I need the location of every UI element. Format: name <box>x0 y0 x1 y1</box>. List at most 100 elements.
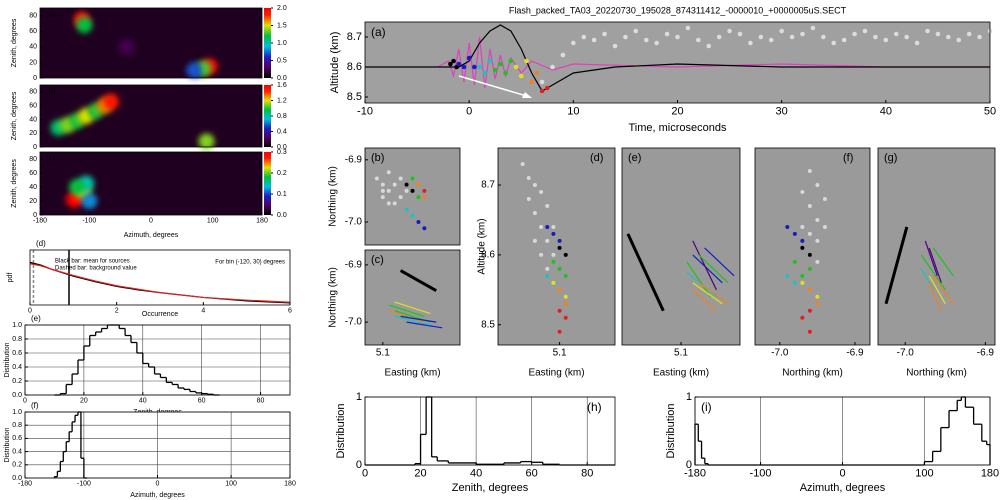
point <box>977 34 982 40</box>
point <box>539 79 545 85</box>
point <box>563 315 568 320</box>
segment <box>400 315 437 323</box>
plot-frame <box>497 147 616 346</box>
plot-frame <box>39 84 263 148</box>
plot-area <box>878 148 995 345</box>
point <box>451 58 456 64</box>
panel-label: (c) <box>371 254 384 266</box>
point <box>380 182 385 187</box>
point <box>545 203 550 208</box>
point <box>422 188 427 193</box>
point <box>448 61 453 67</box>
x-tick-label: 180 <box>981 468 999 480</box>
y-tick-label: 40 <box>29 44 37 51</box>
heat-spot <box>81 193 98 209</box>
x-tick-label: 60 <box>526 468 538 480</box>
annotation: Black bar: mean for sources <box>55 259 130 265</box>
point <box>545 224 550 229</box>
point <box>654 40 659 46</box>
point <box>792 280 797 285</box>
plot-frame <box>39 151 263 216</box>
step-connector <box>414 397 561 465</box>
segment <box>704 247 735 277</box>
y-axis-label: Distribution <box>665 403 677 458</box>
x-tick-label: 20 <box>414 468 426 480</box>
y-tick-label: 1 <box>686 391 692 403</box>
y-tick-label: 8.5 <box>347 91 362 103</box>
y-tick-label: 0.2 <box>12 462 22 469</box>
point <box>925 28 930 34</box>
plot-frame <box>364 249 461 346</box>
plot-frame <box>24 411 291 479</box>
y-tick-label: -7.0 <box>345 317 363 328</box>
point <box>392 182 397 187</box>
colorbar-tick-label: 1.0 <box>277 40 287 47</box>
x-axis-label: Azimuth, degrees <box>124 232 179 239</box>
point <box>545 238 550 243</box>
panel-label: (i) <box>701 400 712 414</box>
point <box>410 213 415 218</box>
y-tick-label: 0.2 <box>12 378 22 385</box>
point <box>800 280 805 285</box>
y-tick-label: 8.5 <box>481 319 495 330</box>
y-tick-label: 0 <box>33 75 37 82</box>
point <box>727 28 732 34</box>
point <box>466 55 472 61</box>
point <box>612 43 618 49</box>
segment <box>626 233 665 312</box>
heat-spot <box>102 93 119 110</box>
y-tick-label: 8.7 <box>481 180 495 191</box>
segment <box>388 310 425 323</box>
point <box>807 203 812 208</box>
point <box>498 61 503 67</box>
y-tick-label: 80 <box>29 13 37 20</box>
line <box>29 263 291 303</box>
heat-spot <box>118 38 135 55</box>
x-axis-label: Azimuth, degrees <box>130 492 185 499</box>
point <box>456 61 462 67</box>
x-tick-label: 0 <box>149 217 153 224</box>
y-axis-label: Distribution <box>4 342 11 377</box>
point <box>532 238 537 243</box>
point <box>807 252 812 257</box>
x-tick-label: -6.9 <box>977 348 995 359</box>
point <box>550 64 555 70</box>
point <box>422 195 427 200</box>
point <box>492 67 498 73</box>
point <box>873 34 878 40</box>
y-tick-label: 0.0 <box>12 475 22 482</box>
y-tick-label: 0.4 <box>12 364 22 371</box>
y-axis-label: Altitude (km) <box>477 218 488 274</box>
point <box>789 34 795 40</box>
y-tick-label: 80 <box>29 156 37 163</box>
panel-label: (d) <box>36 239 46 248</box>
plot-area <box>40 8 262 78</box>
point <box>800 190 805 195</box>
plot-frame <box>29 249 291 306</box>
point <box>716 34 722 40</box>
y-tick-label: 0 <box>33 144 37 151</box>
x-tick-label: 60 <box>198 397 206 404</box>
x-axis-label: Easting (km) <box>384 368 440 379</box>
segment <box>388 304 425 317</box>
point <box>831 40 837 46</box>
y-tick-label: 60 <box>29 28 37 35</box>
point <box>800 245 805 250</box>
y-tick-label: -7.0 <box>345 217 363 228</box>
x-tick-label: -180 <box>18 480 32 487</box>
y-axis-label: Distribution <box>335 403 347 458</box>
point <box>410 176 415 181</box>
point <box>545 266 550 271</box>
x-tick-label: 100 <box>207 217 219 224</box>
panel-label: (h) <box>587 400 602 414</box>
segment <box>692 254 723 284</box>
x-tick-label: 40 <box>470 468 482 480</box>
point <box>422 226 427 231</box>
x-tick-label: 80 <box>257 397 265 404</box>
point <box>581 34 587 40</box>
y-axis-label: Zenith, degrees <box>11 18 18 67</box>
point <box>526 196 531 201</box>
point <box>374 176 379 181</box>
point <box>503 70 508 76</box>
panel-label: (b) <box>371 152 384 164</box>
